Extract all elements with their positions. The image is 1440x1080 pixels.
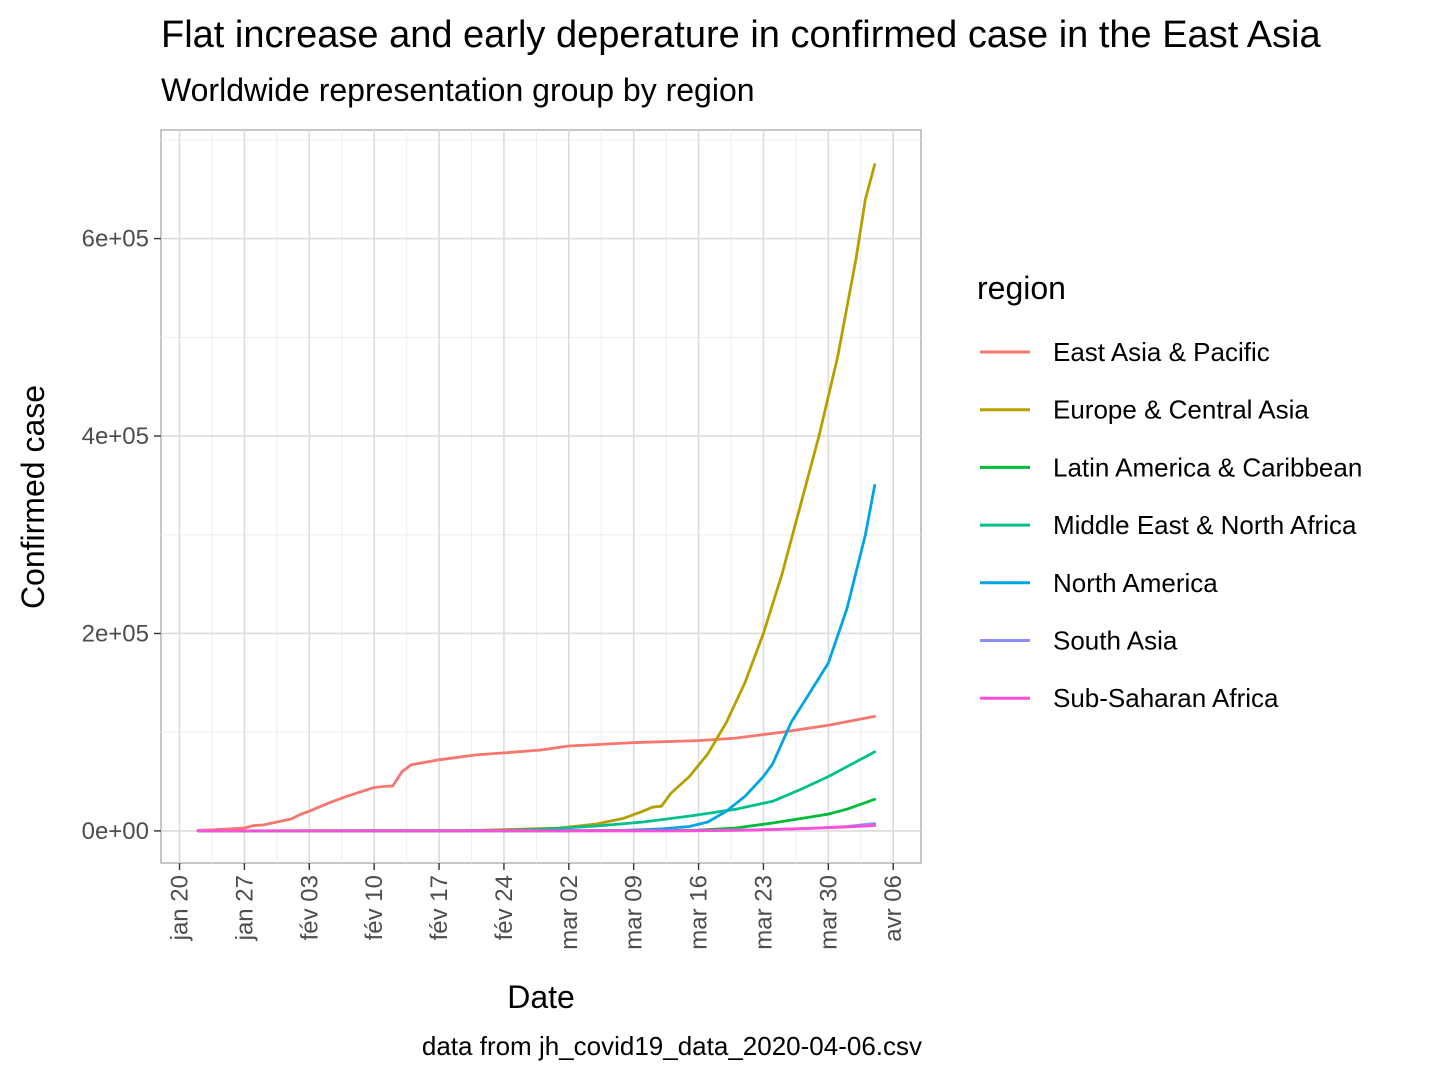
x-tick-label: mar 23 <box>750 875 777 950</box>
x-tick-label: fév 17 <box>426 875 453 940</box>
x-tick-label: fév 03 <box>296 875 323 940</box>
x-tick-label: mar 02 <box>556 875 583 950</box>
legend-label: North America <box>1053 568 1218 598</box>
legend-label: Sub-Saharan Africa <box>1053 683 1279 713</box>
chart-caption: data from jh_covid19_data_2020-04-06.csv <box>421 1031 922 1061</box>
y-tick-label: 4e+05 <box>82 423 149 450</box>
legend-label: East Asia & Pacific <box>1053 337 1270 367</box>
x-tick-label: fév 10 <box>361 875 388 940</box>
x-axis-title: Date <box>507 979 575 1015</box>
y-tick-label: 2e+05 <box>82 620 149 647</box>
legend: region East Asia & Pacific Europe & Centr… <box>977 270 1362 713</box>
y-axis: 0e+00 2e+05 4e+05 6e+05 <box>82 226 161 845</box>
major-gridlines <box>161 130 921 863</box>
x-tick-label: jan 20 <box>167 875 194 941</box>
chart-title: Flat increase and early deperature in co… <box>161 14 1321 56</box>
x-tick-label: fév 24 <box>491 875 518 940</box>
x-tick-label: mar 16 <box>686 875 713 950</box>
legend-title: region <box>977 270 1066 306</box>
series-line-sub-saharan-africa <box>196 824 877 833</box>
legend-label: Latin America & Caribbean <box>1053 452 1362 482</box>
x-tick-label: mar 30 <box>815 875 842 950</box>
x-tick-label: mar 09 <box>621 875 648 950</box>
plot-panel <box>160 129 922 864</box>
series-line-middle-east-and-north-africa <box>196 750 877 833</box>
y-axis-title: Confirmed case <box>15 385 51 609</box>
x-axis: jan 20 jan 27 fév 03 fév 10 fév 17 fév 24 mar … <box>167 863 907 950</box>
x-tick-label: jan 27 <box>231 875 258 941</box>
legend-label: Europe & Central Asia <box>1053 395 1309 425</box>
series-lines <box>196 163 877 833</box>
y-tick-label: 0e+00 <box>82 818 149 845</box>
y-tick-label: 6e+05 <box>82 226 149 253</box>
legend-label: Middle East & North Africa <box>1053 510 1357 540</box>
series-line-east-asia-and-pacific <box>196 715 877 832</box>
x-tick-label: avr 06 <box>880 875 907 942</box>
chart-subtitle: Worldwide representation group by region <box>161 72 755 108</box>
legend-label: South Asia <box>1053 626 1178 656</box>
